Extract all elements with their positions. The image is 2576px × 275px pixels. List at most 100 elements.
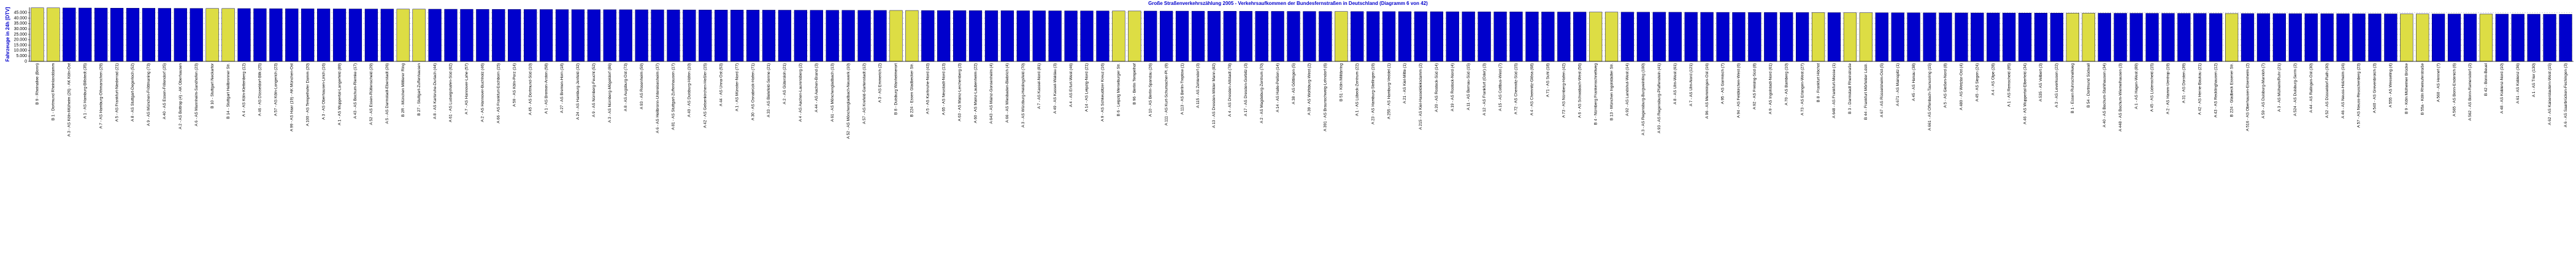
x-tick-label: B 224 - Gladbeck Essener Str. xyxy=(2229,63,2234,117)
x-tick-label: A 43 - AS Bochum-Riemke (17) xyxy=(353,63,358,118)
bar xyxy=(2543,14,2556,62)
bar xyxy=(253,8,267,62)
bar xyxy=(364,9,378,62)
bar xyxy=(2320,14,2334,62)
bar xyxy=(2416,14,2429,62)
x-tick-label: A 8 - AS Stuttgart-Degerloch (52) xyxy=(131,63,135,122)
x-tick-label: A 7 - AS Ulm-Nord (121) xyxy=(1689,63,1693,106)
bar xyxy=(2479,14,2493,62)
x-tick-label: A 2 - AS Hamm-Uentrop (19) xyxy=(2166,63,2171,114)
x-tick-label: A 33 - AS Bielefeld-Senne (21) xyxy=(767,63,771,117)
bar xyxy=(1923,12,1936,62)
bar xyxy=(1112,10,1125,62)
x-tick-label: A 23 - AS Hamburg-Stellingen (19) xyxy=(1371,63,1375,125)
bar xyxy=(810,10,823,62)
x-tick-label: A 115 - AS Zehlendorf (3) xyxy=(1196,63,1200,108)
bar xyxy=(2241,13,2255,62)
bar xyxy=(683,9,696,62)
bar xyxy=(715,10,728,62)
bar xyxy=(1191,10,1205,62)
bar xyxy=(587,9,600,62)
bar xyxy=(2527,14,2540,62)
bar xyxy=(63,7,76,62)
x-tick-label: A 1 - AS Trier (130) xyxy=(2532,63,2536,97)
x-tick-label: A 72 - AS Chemnitz-Süd (15) xyxy=(1514,63,1519,114)
x-tick-label: A 14 - AS Leipzig-Nord (21) xyxy=(1085,63,1089,112)
x-tick-label: A 45 - AS Siegen (24) xyxy=(1976,63,1980,102)
bar xyxy=(1064,10,1078,62)
bar xyxy=(1668,12,1682,62)
x-tick-label: A 5 - AS Darmstadt-Eberstadt (26) xyxy=(385,63,389,124)
chart-title: Große Straßenverkehrszählung 2005 - Verk… xyxy=(1148,1,1428,6)
bar xyxy=(1414,11,1428,62)
bar xyxy=(1016,10,1030,62)
bar xyxy=(1573,12,1587,62)
bar xyxy=(651,9,664,62)
x-tick-label: B 27 - Stuttgart-Zuffenhausen xyxy=(417,63,421,116)
x-tick-label: A 93 - AS Regensburg-Pfaffenstein (41) xyxy=(1657,63,1662,133)
x-tick-label: A 3 - AS Würzburg-Heidingsfeld (70) xyxy=(1021,63,1025,128)
x-tick-label: A 555 - AS Wesseling (4) xyxy=(2389,63,2393,107)
x-tick-label: A 73 - AS Erlangen-West (27) xyxy=(1800,63,1804,115)
x-tick-label: A 4 - AS Chemnitz-Glösa (68) xyxy=(1530,63,1535,115)
bar xyxy=(1604,12,1619,62)
x-tick-label: A 4 - AS Olpe (28) xyxy=(1991,63,1995,95)
x-tick-label: A 60 - AS Mainz-Laubenheim (22) xyxy=(973,63,978,123)
x-tick-label: A 9 - AS Schkeuditzer Kreuz (16) xyxy=(1101,63,1105,122)
x-tick-label: A 45 - AS Hanau (38) xyxy=(1912,63,1916,101)
bar xyxy=(1780,12,1793,62)
bar xyxy=(142,8,156,62)
x-tick-label: A 42 - AS Herne-Baukau (21) xyxy=(2198,63,2202,115)
bar xyxy=(110,7,124,62)
bar xyxy=(778,10,792,62)
bar xyxy=(539,9,553,62)
bar xyxy=(205,8,219,62)
bar xyxy=(1811,12,1825,62)
bar xyxy=(460,9,473,62)
x-tick-label: A 100 - AS Tempelhofer Damm (20) xyxy=(305,63,310,126)
x-tick-label: A 48 - AS Koblenz-Nord (10) xyxy=(2500,63,2504,114)
bar xyxy=(555,9,569,62)
x-tick-label: A 3 - AS Emmerich (2) xyxy=(878,63,883,103)
x-tick-label: A 44 - AS Aachen-Brand (3) xyxy=(815,63,819,112)
x-tick-label: A 11 - AS Bernau-Süd (15) xyxy=(1466,63,1471,110)
bar xyxy=(190,8,203,62)
x-tick-label: A 1 - AS Bremen-Arsten (58) xyxy=(544,63,548,114)
x-tick-label: A 7 - AS Hamburg-Othmarschen (29) xyxy=(99,63,103,129)
bar xyxy=(476,9,489,62)
x-tick-label: A 1 - AS Lübeck-Zentrum (22) xyxy=(1355,63,1359,116)
bar xyxy=(1000,10,1014,62)
bar xyxy=(2034,13,2048,62)
x-tick-label: A 38 - AS Göttingen (5) xyxy=(1292,63,1296,104)
x-tick-label: A 20 - AS Rostock-Süd (14) xyxy=(1435,63,1439,112)
bar xyxy=(2050,13,2064,62)
x-tick-label: A 255 - AS Hamburg-Veddel (1) xyxy=(1387,63,1391,119)
bar xyxy=(2018,12,2032,62)
bar xyxy=(1875,12,1888,62)
bar xyxy=(1351,11,1364,62)
x-tick-label: A 215 - AS Kiel-Hasseldieksdamm (2) xyxy=(1419,63,1423,130)
bar xyxy=(1478,11,1491,62)
bar xyxy=(2225,13,2239,62)
x-tick-label: A 7 - AS Kassel-Nord (81) xyxy=(1037,63,1041,109)
x-tick-label: A 2 - AS Magdeburg-Zentrum (70) xyxy=(1260,63,1264,123)
x-tick-label: B 8 - Duisburg Wanheimerort xyxy=(894,63,899,115)
x-tick-label: A 8 - AS Augsburg-Ost (73) xyxy=(624,63,628,111)
x-tick-label: A 13 - AS Dresden-Wilder Mann (82) xyxy=(1212,63,1216,128)
x-tick-label: A 57 - AS Köln-Longerich (23) xyxy=(274,63,278,116)
bar xyxy=(1652,12,1666,62)
bar xyxy=(2368,14,2382,62)
x-tick-label: A 59 - AS Duisburg-Marxloh (7) xyxy=(2261,63,2266,118)
x-tick-label: A 671 - AS Mainspitz (1) xyxy=(1896,63,1900,106)
x-tick-label: A 6 - AS Saarbrücken-Fechingen (3) xyxy=(2564,63,2568,127)
x-tick-label: A 4 - AS Aachen-Laurensberg (2) xyxy=(799,63,803,122)
x-tick-label: A 66 - AS Wiesbaden-Biebrich (4) xyxy=(1005,63,1010,123)
bar xyxy=(699,9,712,62)
x-tick-label: A 3 - AS Köln-Mülheim (26) - AK Köln-Ost xyxy=(67,63,72,137)
bar xyxy=(2352,14,2366,62)
x-tick-label: A 5 - AS Gießen-Nord (8) xyxy=(1944,63,1948,108)
bar xyxy=(1891,12,1904,62)
x-tick-label: A 6 - AS Mannheim-Sandhofen (23) xyxy=(194,63,199,126)
bar xyxy=(1509,12,1523,62)
bar xyxy=(396,9,410,62)
